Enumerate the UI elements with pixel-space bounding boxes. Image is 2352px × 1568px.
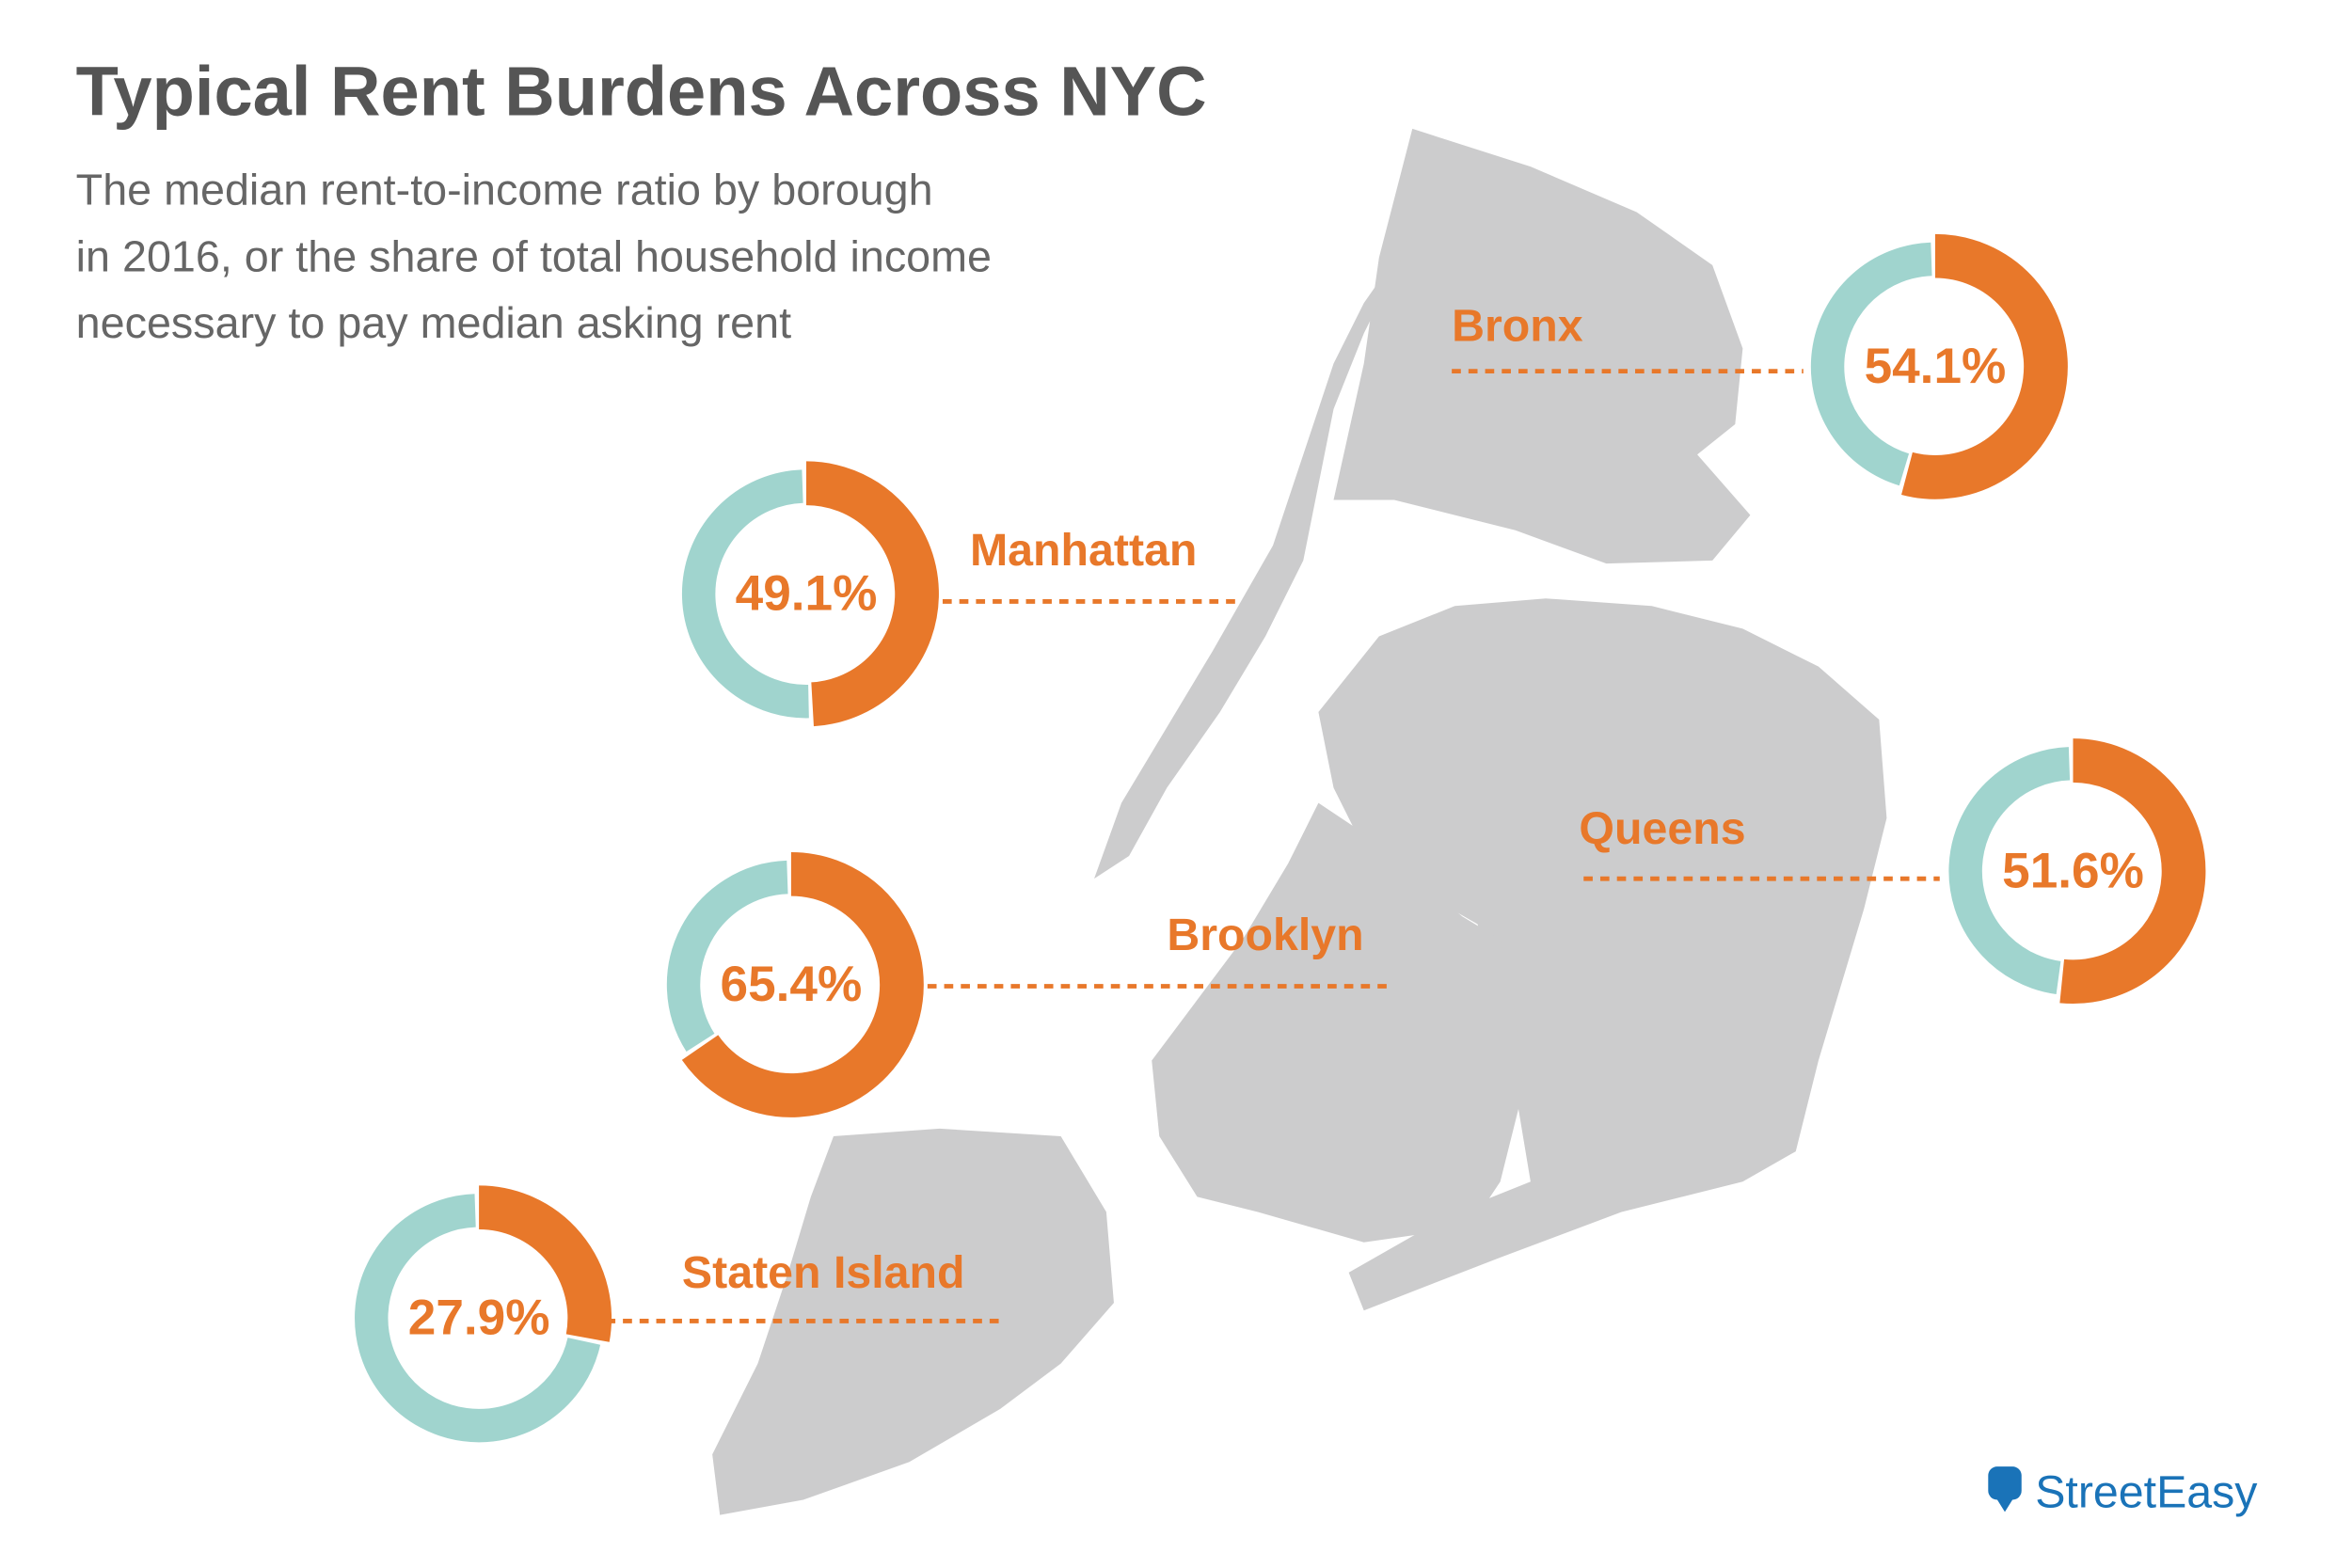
subtitle-line: necessary to pay median asking rent (76, 298, 791, 347)
title: Typical Rent Burdens Across NYC (76, 52, 1207, 130)
borough-label: Brooklyn (1167, 910, 1363, 960)
rest-arc (666, 860, 788, 1052)
value-label: 49.1% (736, 566, 878, 622)
value-label: 51.6% (2002, 843, 2144, 898)
queens-shape (1318, 598, 1887, 1311)
rest-arc (355, 1194, 601, 1443)
logo: StreetEasy (1988, 1466, 2258, 1518)
value-arc (2059, 738, 2206, 1005)
rest-arc (1948, 747, 2071, 994)
value-label: 27.9% (408, 1291, 550, 1346)
value-label: 54.1% (1865, 339, 2007, 394)
rest-arc (681, 469, 809, 719)
brooklyn-shape (1152, 802, 1523, 1243)
value-arc (805, 461, 939, 727)
bronx-shape (1333, 128, 1751, 564)
borough-label: Queens (1579, 803, 1745, 854)
logo-icon (1988, 1466, 2022, 1500)
manhattan-shape (1094, 227, 1418, 879)
value-arc (681, 851, 924, 1117)
subtitle-line: The median rent-to-income ratio by borou… (76, 165, 933, 214)
subtitle-line: in 2016, or the share of total household… (76, 231, 992, 280)
logo-icon-tail (1996, 1499, 2013, 1513)
rest-arc (1810, 242, 1932, 486)
value-arc (478, 1185, 612, 1342)
logo-text: StreetEasy (2035, 1467, 2258, 1518)
value-label: 65.4% (721, 957, 863, 1012)
value-arc (1901, 233, 2068, 499)
borough-label: Manhattan (970, 525, 1198, 576)
borough-label: Staten Island (682, 1247, 965, 1298)
borough-label: Bronx (1452, 300, 1583, 351)
